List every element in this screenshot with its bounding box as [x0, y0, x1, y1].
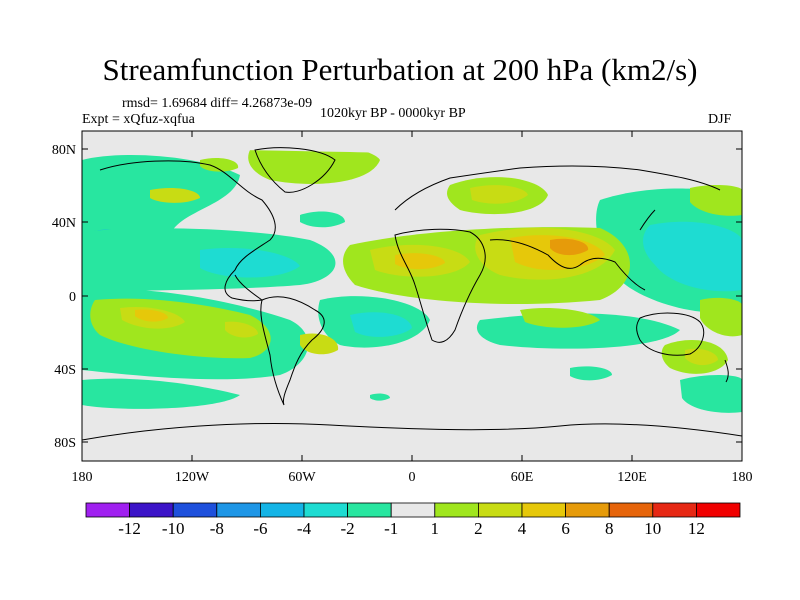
colorbar-label: -4 [297, 519, 312, 538]
colorbar-swatch [696, 502, 741, 518]
coast-south-america [260, 296, 325, 406]
colorbar-swatch [85, 502, 130, 518]
lat-tick-label: 40S [54, 363, 76, 378]
anomaly-small-atlantic [300, 211, 345, 228]
colorbar-swatch [259, 502, 305, 518]
colorbar-label: 2 [474, 519, 483, 538]
latitude-axis: 80N 40N 0 40S 80S [52, 143, 742, 451]
anomaly-greenland [248, 144, 380, 184]
colorbar-label: -1 [384, 519, 398, 538]
coastlines [82, 147, 742, 441]
coast-europe [394, 165, 721, 211]
experiment-label: Expt = xQfuz-xqfua [82, 112, 195, 127]
season-label: DJF [708, 112, 732, 127]
anomaly-arctic [82, 131, 742, 153]
lat-tick-label: 80N [52, 143, 76, 158]
colorbar-label: 4 [518, 519, 527, 538]
coast-asia-south [489, 239, 646, 291]
colorbar-label: -2 [341, 519, 355, 538]
anomaly-north-pacific-pos [690, 184, 742, 216]
anomaly-africa-core [395, 253, 445, 270]
colorbar-label: -8 [210, 519, 224, 538]
colorbar-swatch [608, 502, 654, 518]
colorbar-label: -12 [118, 519, 141, 538]
anomaly-na-core [200, 247, 300, 278]
anomaly-small-south [570, 366, 612, 381]
lon-tick-label: 120E [617, 470, 647, 485]
longitude-axis: 180 120W 60W 0 60E 120E 180 [72, 131, 753, 485]
anomaly-na-east [150, 187, 200, 203]
colorbar-swatch [390, 502, 436, 518]
colorbar-label: 6 [561, 519, 570, 538]
colorbar-label: -10 [162, 519, 185, 538]
colorbar-swatch [477, 502, 523, 518]
colorbar-swatch [129, 502, 174, 518]
lat-tick-label: 40N [52, 216, 76, 231]
anomaly-patagonia [225, 321, 258, 338]
anomaly-siberia-core [470, 185, 528, 204]
anomaly-arctic-pos [200, 157, 239, 172]
colorbar-label: 10 [644, 519, 661, 538]
coast-new-zealand [724, 359, 729, 383]
coast-north-america [99, 160, 276, 302]
lon-tick-label: 120W [175, 470, 210, 485]
map-field [82, 131, 742, 461]
colorbar-swatch [652, 502, 697, 518]
colorbar-label: 1 [431, 519, 440, 538]
coast-antarctica [82, 422, 742, 441]
lon-tick-label: 60E [511, 470, 534, 485]
anomaly-se-pacific-pos [700, 297, 742, 337]
colorbar-label: 12 [688, 519, 705, 538]
period-label: 1020kyr BP - 0000kyr BP [320, 106, 466, 121]
plot-title: Streamfunction Perturbation at 200 hPa (… [102, 52, 698, 87]
stats-label: rmsd= 1.69684 diff= 4.26873e-09 [122, 96, 313, 111]
coast-japan [639, 209, 656, 231]
anomaly-indian-south [520, 308, 600, 328]
colorbar-swatch [216, 502, 261, 518]
lon-tick-label: 0 [409, 470, 416, 485]
lon-tick-label: 180 [732, 470, 753, 485]
colorbar-swatch [172, 502, 218, 518]
lat-tick-label: 80S [54, 436, 76, 451]
colorbar-swatch [303, 502, 348, 518]
anomaly-small-south-2 [370, 393, 390, 401]
colorbar-swatch [434, 502, 479, 518]
colorbar-swatch [565, 502, 610, 518]
lon-tick-label: 180 [72, 470, 93, 485]
anomaly-west-pacific-core [643, 221, 742, 292]
anomaly-southern-ocean [82, 378, 240, 409]
colorbar-label: 8 [605, 519, 614, 538]
anomaly-southern-se [680, 375, 742, 413]
colorbar-swatch [521, 502, 566, 518]
colorbar-swatch [347, 502, 392, 518]
coast-greenland [254, 147, 336, 193]
coast-australia [636, 312, 705, 356]
colorbar-label: -6 [253, 519, 267, 538]
lat-tick-label: 0 [69, 290, 76, 305]
anomaly-south-atlantic-pos [300, 333, 339, 355]
anomaly-india-core [550, 238, 589, 256]
anomaly-australia-core [685, 348, 718, 366]
lon-tick-label: 60W [288, 470, 316, 485]
anomaly-south-atlantic-core [350, 312, 412, 337]
anomaly-south-pacific-core2 [135, 309, 168, 322]
colorbar: -12 -10 -8 -6 -4 -2 -1 1 2 4 6 8 10 12 [85, 502, 741, 538]
coast-africa [394, 228, 486, 343]
